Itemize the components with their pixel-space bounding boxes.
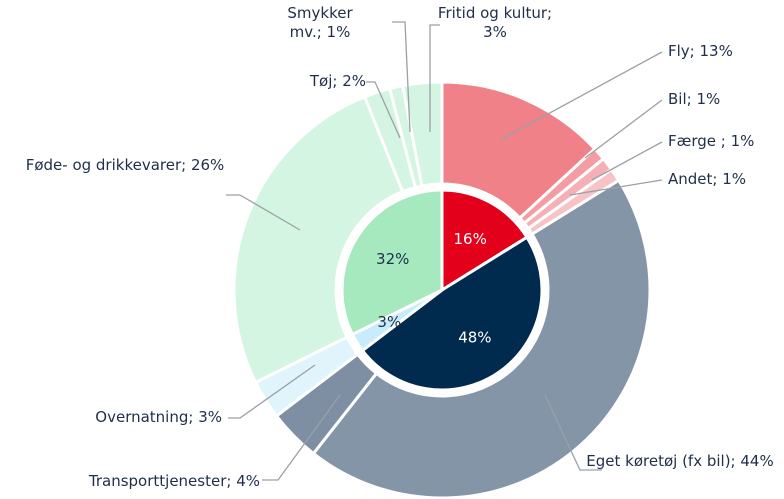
inner-slice — [340, 188, 444, 337]
outer-slice — [400, 80, 444, 188]
outer-label: Transporttjenester; 4% — [88, 472, 260, 490]
outer-label: Fly; 13% — [668, 42, 733, 60]
outer-label: Færge ; 1% — [668, 132, 755, 150]
leader-line — [228, 364, 316, 419]
leader-line — [262, 394, 341, 481]
outer-label: Bil; 1% — [668, 90, 721, 108]
leader-line — [584, 99, 663, 159]
leader-line — [226, 194, 301, 231]
inner-label: 3% — [377, 313, 401, 331]
inner-label: 48% — [458, 328, 491, 346]
inner-label: 32% — [376, 250, 409, 268]
outer-label: Smykker mv.; 1% — [287, 4, 353, 41]
inner-slice — [440, 188, 530, 293]
leader-line — [366, 81, 401, 139]
leader-line — [392, 21, 411, 133]
leader-line — [569, 179, 663, 196]
outer-label: Overnatning; 3% — [95, 408, 222, 426]
leader-line — [544, 394, 602, 471]
inner-label: 16% — [454, 230, 487, 248]
outer-label: Eget køretøj (fx bil); 44% — [586, 452, 774, 470]
leader-line — [499, 51, 663, 141]
outer-label: Fritid og kultur; 3% — [437, 4, 553, 41]
outer-label: Føde- og drikkevarer; 26% — [25, 156, 225, 174]
outer-label: Andet; 1% — [668, 170, 747, 188]
outer-slice — [311, 178, 652, 499]
leader-line — [591, 141, 663, 181]
outer-slice — [232, 94, 405, 385]
inner-slice — [360, 235, 544, 392]
outer-label: Tøj; 2% — [309, 72, 366, 90]
leader-line — [429, 24, 440, 132]
